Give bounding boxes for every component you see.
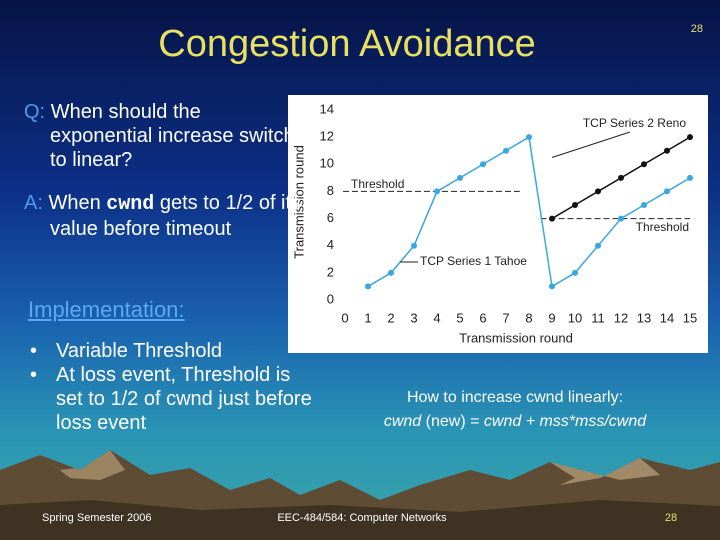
mountains: [0, 450, 720, 540]
x-tick-label: 8: [525, 310, 532, 325]
x-tick-label: 4: [433, 310, 440, 325]
point: [503, 147, 509, 154]
point: [618, 174, 624, 181]
point: [687, 174, 693, 181]
title: Congestion Avoidance: [158, 23, 535, 65]
y-tick-label: 0: [327, 291, 334, 306]
point: [595, 242, 601, 249]
page-number: 28: [691, 23, 703, 35]
threshold-label: Threshold: [351, 177, 404, 191]
y-tick-label: 2: [327, 264, 334, 279]
point: [641, 161, 647, 168]
x-tick-label: 1: [364, 310, 371, 325]
point: [618, 215, 624, 222]
point: [457, 174, 463, 181]
y-tick-label: 6: [327, 210, 334, 225]
x-tick-label: 7: [502, 310, 509, 325]
point: [549, 283, 555, 290]
x-tick-label: 12: [614, 310, 628, 325]
answer-text: gets to 1/2 of its value before timeout: [50, 192, 302, 240]
point: [664, 188, 670, 195]
point: [388, 269, 394, 276]
answer-code: cwnd: [106, 193, 155, 216]
point: [641, 202, 647, 208]
answer-text: When: [48, 192, 101, 214]
point: [526, 134, 532, 141]
y-tick-label: 8: [327, 183, 334, 198]
y-tick-label: 4: [327, 237, 334, 252]
x-tick-label: 3: [410, 310, 417, 325]
footer-left: Spring Semester 2006: [42, 512, 151, 524]
point: [595, 188, 601, 195]
x-tick-label: 10: [568, 310, 582, 325]
y-tick-label: 12: [320, 129, 334, 144]
x-tick-label: 9: [548, 310, 555, 325]
point: [664, 147, 670, 154]
implementation-heading: Implementation:: [28, 297, 185, 322]
y-tick-label: 10: [320, 156, 334, 171]
x-tick-label: 13: [637, 310, 651, 325]
question-label: Q:: [24, 101, 46, 123]
x-tick-label: 0: [341, 310, 348, 325]
footer-right: 28: [665, 512, 677, 524]
y-tick-label: 14: [320, 101, 334, 116]
point: [365, 283, 371, 290]
threshold-label: Threshold: [636, 220, 689, 234]
x-tick-label: 15: [683, 310, 697, 325]
point: [572, 202, 578, 208]
footer-center: EEC-484/584: Computer Networks: [277, 512, 447, 524]
series-label: TCP Series 2 Reno: [583, 116, 686, 130]
note-line: cwnd (new) = cwnd + mss*mss/cwnd: [330, 410, 700, 434]
bullet: Variable Threshold: [30, 339, 320, 363]
note-formula: cwnd: [383, 413, 422, 430]
note: How to increase cwnd linearly: cwnd (new…: [330, 386, 700, 434]
x-tick-label: 5: [456, 310, 463, 325]
x-tick-label: 11: [591, 310, 605, 325]
point: [434, 188, 440, 195]
note-line: How to increase cwnd linearly:: [406, 389, 624, 406]
point: [549, 215, 555, 222]
note-formula: cwnd + mss*mss/cwnd: [483, 413, 647, 430]
x-tick-label: 2: [387, 310, 394, 325]
answer: A: When cwnd gets to 1/2 of its value be…: [24, 191, 306, 241]
point: [687, 134, 693, 141]
x-axis-label: Transmission round: [459, 330, 573, 345]
implementation-list: Variable Threshold At loss event, Thresh…: [30, 339, 320, 435]
answer-label: A:: [24, 192, 43, 214]
chart-background: [288, 95, 708, 353]
point: [572, 269, 578, 276]
point: [411, 242, 417, 249]
note-formula: (new) =: [425, 413, 480, 430]
chart: Transmission round Transmission round 0 2…: [288, 95, 708, 353]
label-leader: [551, 131, 631, 158]
point: [480, 161, 486, 168]
bullet: At loss event, Threshold is set to 1/2 o…: [30, 363, 320, 435]
y-axis-label: Transmission round: [291, 145, 306, 259]
x-tick-label: 6: [479, 310, 486, 325]
question-text: When should the exponential increase swi…: [50, 101, 295, 171]
x-tick-label: 14: [660, 310, 674, 325]
question: Q: When should the exponential increase …: [24, 100, 306, 172]
series-label: TCP Series 1 Tahoe: [420, 254, 527, 268]
